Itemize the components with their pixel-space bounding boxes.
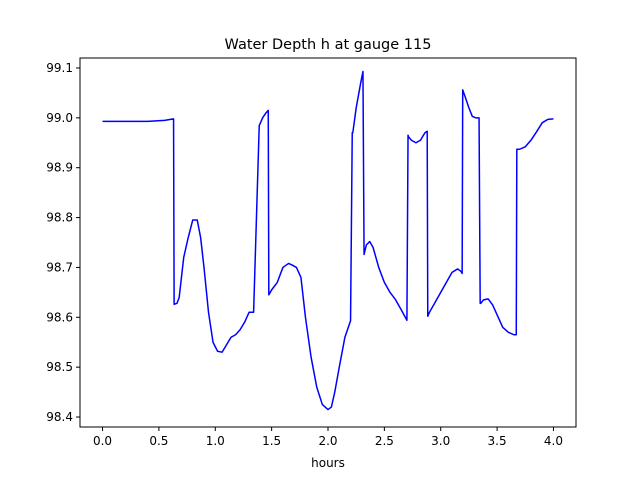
x-tick-label: 3.0 xyxy=(431,434,450,448)
x-tick-label: 1.0 xyxy=(206,434,225,448)
y-tick-label: 98.9 xyxy=(46,161,73,175)
x-tick-label: 4.0 xyxy=(544,434,563,448)
x-tick-label: 2.0 xyxy=(318,434,337,448)
y-tick-label: 98.7 xyxy=(46,260,73,274)
y-tick-label: 98.8 xyxy=(46,211,73,225)
x-tick-label: 3.5 xyxy=(488,434,507,448)
y-tick-label: 98.6 xyxy=(46,310,73,324)
y-tick-label: 98.5 xyxy=(46,360,73,374)
y-axis: 98.4 98.5 98.6 98.7 98.8 98.9 99.0 99.1 xyxy=(46,61,80,424)
x-tick-label: 2.5 xyxy=(375,434,394,448)
x-axis: 0.0 0.5 1.0 1.5 2.0 2.5 3.0 3.5 4.0 xyxy=(93,427,563,448)
y-tick-label: 99.1 xyxy=(46,61,73,75)
x-tick-label: 0.5 xyxy=(149,434,168,448)
chart-title: Water Depth h at gauge 115 xyxy=(225,37,432,53)
plot-area xyxy=(102,70,554,411)
x-tick-label: 1.5 xyxy=(262,434,281,448)
series-line xyxy=(102,70,554,411)
x-tick-label: 0.0 xyxy=(93,434,112,448)
y-tick-label: 98.4 xyxy=(46,410,73,424)
x-axis-label: hours xyxy=(311,456,345,470)
y-tick-label: 99.0 xyxy=(46,111,73,125)
